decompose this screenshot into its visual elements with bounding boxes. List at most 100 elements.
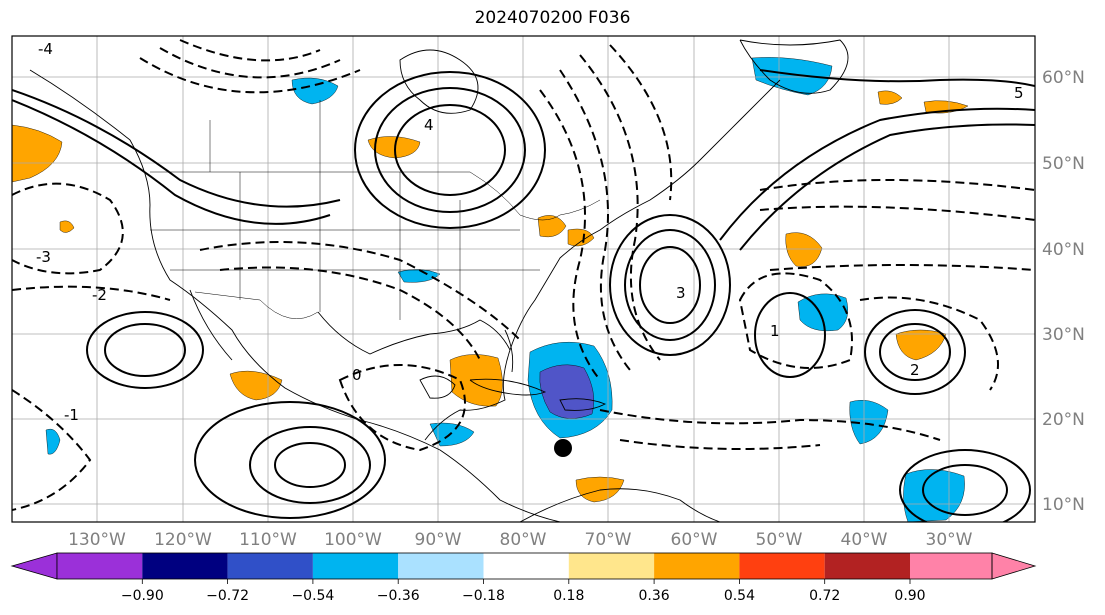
lon-label: 90°W — [415, 530, 462, 550]
colorbar-segment — [227, 553, 313, 579]
lon-label: 130°W — [68, 530, 126, 550]
contour-jet-2 — [12, 99, 331, 225]
map-frame — [11, 35, 1036, 523]
colorbar-frame — [56, 552, 993, 580]
shade-atl-orange — [785, 232, 823, 267]
lat-label: 60°N — [1042, 68, 1085, 88]
border-us-canada — [150, 171, 601, 221]
colorbar-tick-label: 0.90 — [894, 588, 925, 604]
latitude-labels: 60°N 50°N 40°N 30°N 20°N 10°N — [1042, 68, 1085, 515]
colorbar-under-extension — [10, 552, 58, 580]
contour-high-great-lakes-1 — [394, 104, 506, 196]
contour-high-great-lakes-2 — [374, 87, 526, 213]
coast-baja — [189, 289, 233, 361]
contours-dashed — [12, 39, 1035, 511]
contour-label: 0 — [352, 366, 362, 384]
contour-neg-west-2 — [12, 285, 171, 301]
shade-sa-orange — [575, 476, 625, 503]
contour-neg-mid-1 — [759, 179, 1035, 191]
contour-neg-central-1 — [199, 241, 521, 341]
contour-neg-atl-2 — [859, 296, 999, 391]
map-panel: -4 -3 -2 -1 0 1 2 3 4 5 — [12, 36, 1035, 522]
contour-neg-west-3 — [12, 389, 92, 511]
contour-neg-atl-1 — [738, 272, 853, 369]
contour-jet-1 — [12, 89, 341, 208]
coastlines — [29, 39, 849, 522]
map-title: 2024070200 F036 — [474, 8, 631, 28]
shaded-regions — [12, 57, 969, 522]
contour-label: 5 — [1014, 84, 1024, 102]
shade-east-orange — [895, 329, 947, 361]
contour-high-atlantic-1 — [639, 246, 701, 324]
colorbar-segment — [57, 553, 143, 579]
colorbar-segment — [398, 553, 484, 579]
contour-label: 3 — [676, 284, 686, 302]
contour-neg-mid-2 — [759, 205, 1035, 221]
contour-one-atlantic — [754, 292, 826, 378]
shade-ne-orange-1 — [537, 215, 567, 238]
contour-high-great-lakes-3 — [354, 71, 546, 229]
shade-centam-blue — [429, 422, 475, 447]
border-us-mexico — [194, 291, 319, 319]
lat-label: 20°N — [1042, 410, 1085, 430]
shade-carib-darkblue — [539, 364, 594, 419]
coast-yucatan — [419, 375, 456, 399]
contour-label: -4 — [38, 40, 53, 58]
contour-labels: -4 -3 -2 -1 0 1 2 3 4 5 — [36, 40, 1024, 424]
longitude-labels: 130°W 120°W 110°W 100°W 90°W 80°W 70°W 6… — [68, 530, 973, 550]
shade-midwest-blue — [397, 269, 441, 283]
contour-high-pacific-1 — [104, 323, 186, 377]
coast-florida — [504, 329, 514, 373]
contour-neg-west-1 — [12, 182, 124, 275]
contour-high-east-1 — [879, 323, 951, 381]
shade-greatlakes-orange — [367, 136, 421, 159]
shade-atl-blue — [797, 293, 848, 332]
colorbar-over-extension — [991, 552, 1037, 580]
shade-greenland-blue — [751, 57, 833, 96]
contour-jet-3 — [719, 107, 1035, 241]
contour-high-pacific-2 — [86, 311, 204, 389]
contour-high-sw-2 — [249, 426, 371, 504]
shade-far-pacific-blue — [45, 428, 61, 455]
lon-label: 60°W — [671, 530, 718, 550]
colorbar-segment — [312, 553, 399, 579]
colorbar-tick-marks — [141, 579, 911, 584]
contour-neg-north-3 — [139, 57, 361, 94]
lon-label: 110°W — [239, 530, 297, 550]
shade-gulf-orange — [449, 354, 503, 407]
contour-label: -2 — [92, 286, 107, 304]
contour-neg-east-1 — [539, 89, 601, 381]
lon-label: 80°W — [500, 530, 547, 550]
shade-small-orange-2 — [877, 90, 903, 105]
contour-neg-east-2 — [559, 69, 631, 371]
contour-label: 4 — [424, 116, 434, 134]
shade-mid-atl-blue — [849, 400, 889, 445]
colorbar-segment — [568, 553, 655, 579]
colorbar-tick-label: 0.36 — [639, 588, 670, 604]
coast-cuba — [469, 378, 547, 396]
colorbar-tick-label: 0.18 — [553, 588, 584, 604]
colorbar-tick-label: −0.54 — [291, 588, 334, 604]
colorbar-segment — [739, 553, 825, 579]
contour-high-sw-3 — [194, 401, 386, 519]
contour-high-atlantic-2 — [624, 229, 716, 341]
colorbar-segment — [654, 553, 740, 579]
contour-neg-mid-3 — [769, 264, 1035, 271]
contour-label: -3 — [36, 248, 51, 266]
lat-label: 10°N — [1042, 495, 1085, 515]
colorbar-tick-label: 0.72 — [809, 588, 840, 604]
lon-label: 70°W — [585, 530, 632, 550]
coast-south-america — [519, 488, 721, 522]
coast-hispaniola — [559, 398, 607, 411]
contour-high-sw-1 — [274, 442, 346, 488]
shade-ne-orange-2 — [567, 228, 595, 247]
colorbar-tick-label: 0.54 — [724, 588, 755, 604]
colorbar-segment — [483, 553, 569, 579]
contour-neg-north-1 — [179, 39, 321, 62]
lon-label: 120°W — [154, 530, 212, 550]
coast-greenland — [739, 39, 849, 94]
contour-neg-east-4 — [609, 44, 673, 201]
contour-high-east-2 — [864, 309, 966, 395]
contour-neg-east-3 — [579, 54, 661, 361]
contour-label: -1 — [64, 406, 79, 424]
